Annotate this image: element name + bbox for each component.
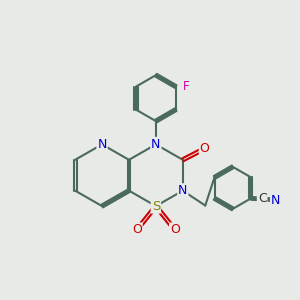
Text: S: S (152, 200, 160, 213)
Text: O: O (170, 224, 180, 236)
Text: N: N (151, 138, 160, 151)
Text: N: N (98, 138, 107, 151)
Text: N: N (271, 194, 280, 207)
Text: O: O (132, 224, 142, 236)
Text: F: F (183, 80, 190, 93)
Text: C: C (258, 192, 266, 206)
Text: N: N (178, 184, 188, 197)
Text: O: O (200, 142, 210, 155)
